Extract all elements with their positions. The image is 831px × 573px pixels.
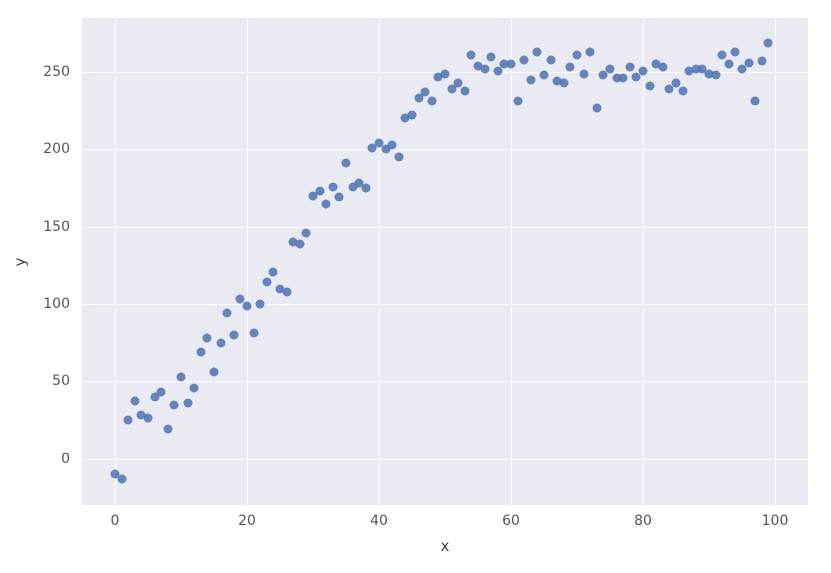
- data-point: [427, 97, 436, 106]
- data-point: [269, 267, 278, 276]
- data-point: [619, 74, 628, 83]
- data-point: [606, 65, 615, 74]
- gridline-vertical: [511, 18, 512, 505]
- data-point: [460, 86, 469, 95]
- data-point: [342, 159, 351, 168]
- data-point: [394, 153, 403, 162]
- data-point: [124, 415, 133, 424]
- data-point: [421, 88, 430, 97]
- gridline-vertical: [379, 18, 380, 505]
- data-point: [441, 69, 450, 78]
- data-point: [229, 330, 238, 339]
- y-tick-label: 250: [0, 64, 70, 80]
- data-point: [335, 193, 344, 202]
- gridline-horizontal: [82, 149, 808, 150]
- data-point: [645, 82, 654, 91]
- x-tick-label: 60: [502, 513, 520, 529]
- data-point: [203, 334, 212, 343]
- x-tick-label: 20: [238, 513, 256, 529]
- data-point: [724, 60, 733, 69]
- data-point: [467, 51, 476, 60]
- data-point: [546, 55, 555, 64]
- data-point: [408, 111, 417, 120]
- plot-area: [82, 18, 808, 505]
- x-axis-label: x: [441, 537, 450, 555]
- data-point: [117, 474, 126, 483]
- y-tick-label: 50: [0, 373, 70, 389]
- data-point: [526, 75, 535, 84]
- data-point: [183, 398, 192, 407]
- data-point: [216, 338, 225, 347]
- data-point: [566, 63, 575, 72]
- gridline-vertical: [775, 18, 776, 505]
- gridline-horizontal: [82, 381, 808, 382]
- data-point: [256, 300, 265, 309]
- data-point: [249, 329, 258, 338]
- data-point: [480, 65, 489, 74]
- gridline-vertical: [643, 18, 644, 505]
- data-point: [718, 51, 727, 60]
- data-point: [533, 48, 542, 57]
- y-axis-label: y: [11, 257, 29, 266]
- data-point: [559, 78, 568, 87]
- data-point: [625, 63, 634, 72]
- data-point: [322, 199, 331, 208]
- data-point: [196, 347, 205, 356]
- data-point: [513, 97, 522, 106]
- data-point: [592, 103, 601, 112]
- gridline-horizontal: [82, 304, 808, 305]
- y-tick-label: 0: [0, 451, 70, 467]
- data-point: [282, 287, 291, 296]
- data-point: [678, 86, 687, 95]
- data-point: [507, 60, 516, 69]
- data-point: [579, 69, 588, 78]
- x-tick-label: 80: [634, 513, 652, 529]
- x-tick-label: 0: [111, 513, 120, 529]
- data-point: [757, 57, 766, 66]
- data-point: [731, 48, 740, 57]
- gridline-vertical: [247, 18, 248, 505]
- gridline-horizontal: [82, 459, 808, 460]
- data-point: [190, 383, 199, 392]
- gridline-horizontal: [82, 227, 808, 228]
- data-point: [573, 51, 582, 60]
- data-point: [302, 228, 311, 237]
- y-tick-label: 100: [0, 296, 70, 312]
- data-point: [328, 182, 337, 191]
- data-point: [520, 55, 529, 64]
- data-point: [540, 71, 549, 80]
- y-tick-label: 200: [0, 141, 70, 157]
- data-point: [744, 58, 753, 67]
- data-point: [764, 38, 773, 47]
- data-point: [177, 372, 186, 381]
- scatter-chart: y x 0 20 40 60 80 100 0 50 100 150 200 250: [0, 0, 831, 573]
- data-point: [586, 48, 595, 57]
- data-point: [361, 184, 370, 193]
- gridline-vertical: [115, 18, 116, 505]
- data-point: [295, 239, 304, 248]
- data-point: [315, 187, 324, 196]
- data-point: [262, 278, 271, 287]
- data-point: [163, 425, 172, 434]
- data-point: [658, 63, 667, 72]
- data-point: [388, 140, 397, 149]
- data-point: [170, 400, 179, 409]
- data-point: [130, 397, 139, 406]
- x-tick-label: 100: [762, 513, 789, 529]
- data-point: [639, 66, 648, 75]
- data-point: [157, 388, 166, 397]
- y-tick-label: 150: [0, 219, 70, 235]
- data-point: [210, 368, 219, 377]
- data-point: [487, 52, 496, 61]
- x-tick-label: 40: [370, 513, 388, 529]
- data-point: [223, 309, 232, 318]
- data-point: [144, 414, 153, 423]
- data-point: [711, 71, 720, 80]
- data-point: [243, 301, 252, 310]
- data-point: [751, 97, 760, 106]
